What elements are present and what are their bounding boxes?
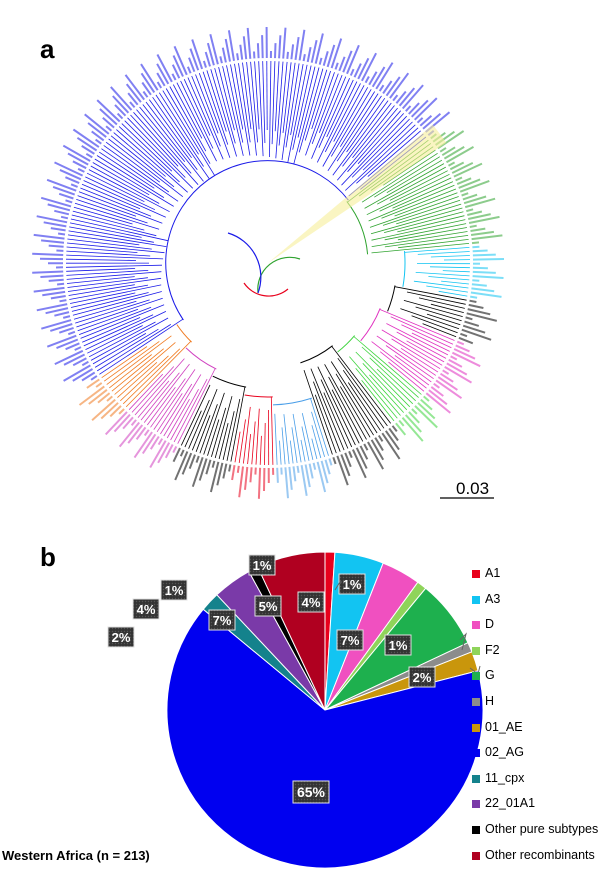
svg-text:1%: 1% bbox=[253, 558, 272, 573]
svg-text:1%: 1% bbox=[165, 583, 184, 598]
legend-item-d: D bbox=[472, 617, 598, 643]
legend-swatch bbox=[472, 621, 480, 629]
legend-item-22-01a1: 22_01A1 bbox=[472, 796, 598, 822]
pie-label-f2: 1% bbox=[339, 574, 365, 594]
legend-label: 22_01A1 bbox=[485, 796, 535, 810]
legend-swatch bbox=[472, 775, 480, 783]
legend-label: 11_cpx bbox=[485, 771, 524, 785]
legend-item-h: H bbox=[472, 694, 598, 720]
legend-item-g: G bbox=[472, 668, 598, 694]
svg-text:7%: 7% bbox=[213, 613, 232, 628]
legend-item-a3: A3 bbox=[472, 592, 598, 618]
svg-text:1%: 1% bbox=[343, 577, 362, 592]
legend-label: Other pure subtypes bbox=[485, 822, 598, 836]
pie-label-a3: 5% bbox=[255, 596, 281, 616]
pie-label-a1: 1% bbox=[249, 555, 275, 575]
svg-text:1%: 1% bbox=[389, 638, 408, 653]
pie-label-01-ae: 2% bbox=[409, 667, 435, 687]
pie-label-h: 1% bbox=[385, 635, 411, 655]
legend-label: F2 bbox=[485, 643, 500, 657]
pie-label-g: 7% bbox=[337, 630, 363, 650]
legend-swatch bbox=[472, 647, 480, 655]
legend-label: H bbox=[485, 694, 494, 708]
legend-swatch bbox=[472, 826, 480, 834]
legend-label: 02_AG bbox=[485, 745, 524, 759]
legend-swatch bbox=[472, 672, 480, 680]
legend-swatch bbox=[472, 800, 480, 808]
svg-text:7%: 7% bbox=[341, 633, 360, 648]
svg-text:5%: 5% bbox=[259, 599, 278, 614]
legend-swatch bbox=[472, 570, 480, 578]
pie-label-11-cpx: 2% bbox=[108, 627, 134, 647]
pie-caption: Western Africa (n = 213) bbox=[2, 848, 150, 863]
legend-swatch bbox=[472, 852, 480, 860]
svg-text:65%: 65% bbox=[297, 784, 326, 800]
svg-text:2%: 2% bbox=[413, 670, 432, 685]
legend-item-02-ag: 02_AG bbox=[472, 745, 598, 771]
legend-label: D bbox=[485, 617, 494, 631]
svg-text:2%: 2% bbox=[112, 630, 131, 645]
pie-slices bbox=[167, 552, 483, 868]
legend-label: A3 bbox=[485, 592, 500, 606]
legend-swatch bbox=[472, 724, 480, 732]
legend-item-f2: F2 bbox=[472, 643, 598, 669]
svg-text:4%: 4% bbox=[137, 602, 156, 617]
legend-label: A1 bbox=[485, 566, 500, 580]
svg-text:4%: 4% bbox=[302, 595, 321, 610]
pie-label-other-pure-subtypes: 1% bbox=[161, 580, 187, 600]
legend-label: Other recombinants bbox=[485, 848, 595, 862]
legend-swatch bbox=[472, 596, 480, 604]
legend-swatch bbox=[472, 749, 480, 757]
legend-label: 01_AE bbox=[485, 720, 523, 734]
legend-label: G bbox=[485, 668, 495, 682]
legend-item-a1: A1 bbox=[472, 566, 598, 592]
pie-label-d: 4% bbox=[298, 592, 324, 612]
pie-label-22-01a1: 4% bbox=[133, 599, 159, 619]
legend-item-01-ae: 01_AE bbox=[472, 720, 598, 746]
legend-item-11-cpx: 11_cpx bbox=[472, 771, 598, 797]
pie-label-other-recombinants: 7% bbox=[209, 610, 235, 630]
legend-item-other-pure-subtypes: Other pure subtypes bbox=[472, 822, 598, 848]
legend-item-other-recombinants: Other recombinants bbox=[472, 848, 598, 873]
pie-label-02-ag: 65% bbox=[293, 781, 329, 803]
legend-swatch bbox=[472, 698, 480, 706]
